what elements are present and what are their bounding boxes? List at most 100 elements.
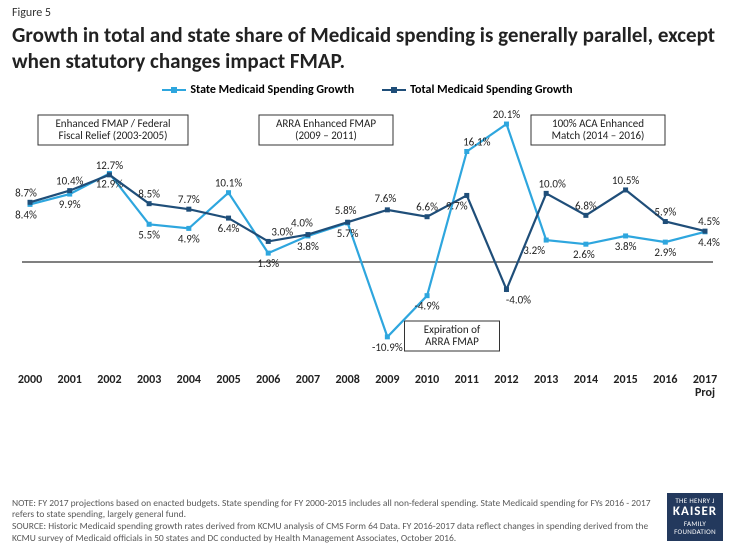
logo-line-2: KAISER (669, 505, 721, 520)
data-label-total: 8.5% (138, 187, 160, 200)
annotation-text: Fiscal Relief (2003-2005) (59, 129, 168, 142)
chart-area: Enhanced FMAP / FederalFiscal Relief (20… (12, 103, 723, 403)
marker-state (583, 241, 588, 246)
x-axis-label: 2017 (693, 373, 717, 387)
marker-state (226, 190, 231, 195)
x-axis-label: 2003 (137, 373, 161, 387)
x-axis-label: 2006 (256, 373, 280, 387)
data-label-state: 9.9% (59, 198, 81, 211)
marker-total (544, 190, 549, 195)
data-label-state: 1.3% (257, 257, 279, 270)
x-axis-label: 2008 (335, 373, 359, 387)
marker-total (107, 172, 112, 177)
marker-total (504, 286, 509, 291)
data-label-state: 3.2% (523, 244, 545, 257)
data-label-state: 2.9% (654, 246, 676, 259)
marker-total (67, 188, 72, 193)
marker-state (425, 293, 430, 298)
data-label-total: 10.4% (56, 174, 84, 187)
marker-total (623, 187, 628, 192)
logo-line-4: FOUNDATION (669, 528, 721, 536)
marker-state (504, 121, 509, 126)
marker-state (186, 225, 191, 230)
data-label-state: 8.4% (15, 208, 37, 221)
data-label-total: 9.7% (446, 199, 468, 212)
series-line-state (30, 124, 705, 337)
x-axis-label: 2005 (216, 373, 240, 387)
marker-state (147, 221, 152, 226)
legend-label-state: State Medicaid Spending Growth (190, 83, 354, 97)
legend-swatch-state (162, 89, 186, 91)
data-label-state: 10.1% (215, 176, 243, 189)
marker-total (147, 201, 152, 206)
data-label-state: 5.7% (337, 226, 359, 239)
footer-notes: NOTE: FY 2017 projections based on enact… (12, 498, 655, 546)
data-label-state: -10.9% (372, 340, 403, 353)
marker-total (345, 219, 350, 224)
data-label-state: 20.1% (493, 108, 521, 121)
marker-total (464, 192, 469, 197)
x-axis-label: 2015 (613, 373, 637, 387)
data-label-total: 6.4% (218, 222, 240, 235)
marker-state (544, 237, 549, 242)
x-axis-label: 2000 (18, 373, 42, 387)
data-label-total: 4.5% (698, 215, 720, 228)
x-axis-label: 2007 (296, 373, 320, 387)
marker-total (703, 228, 708, 233)
chart-title: Growth in total and state share of Medic… (0, 20, 735, 79)
marker-total (425, 214, 430, 219)
data-label-state: 3.8% (297, 239, 319, 252)
marker-state (385, 334, 390, 339)
data-label-state: 4.9% (178, 232, 200, 245)
series-line-total (30, 174, 705, 289)
data-label-total: 5.9% (654, 205, 676, 218)
data-label-total: 3.0% (271, 225, 293, 238)
annotation-text: ARRA FMAP (425, 335, 479, 348)
x-axis-label: 2013 (534, 373, 558, 387)
legend-swatch-total (382, 89, 406, 91)
marker-total (226, 215, 231, 220)
data-label-total: 7.7% (178, 193, 200, 206)
x-axis-label: 2014 (574, 373, 598, 387)
data-label-total: 4.0% (291, 216, 313, 229)
data-label-state: 5.5% (138, 228, 160, 241)
data-label-total: 5.8% (335, 204, 357, 217)
legend: State Medicaid Spending Growth Total Med… (0, 79, 735, 103)
data-label-total: -4.0% (506, 293, 531, 306)
data-label-total: 8.7% (15, 186, 37, 199)
marker-state (464, 149, 469, 154)
x-axis-label: 2009 (375, 373, 399, 387)
annotation-text: Match (2014 – 2016) (552, 129, 645, 142)
x-axis-label: 2001 (58, 373, 82, 387)
legend-label-total: Total Medicaid Spending Growth (410, 83, 572, 97)
data-label-state: 4.4% (698, 235, 720, 248)
marker-total (266, 238, 271, 243)
data-label-total: 7.6% (374, 191, 396, 204)
marker-state (623, 233, 628, 238)
data-label-total: 6.6% (416, 200, 438, 213)
marker-total (663, 219, 668, 224)
data-label-total: 10.5% (612, 173, 640, 186)
line-chart: Enhanced FMAP / FederalFiscal Relief (20… (12, 103, 723, 403)
legend-item-state: State Medicaid Spending Growth (162, 83, 354, 97)
kff-logo: THE HENRY J KAISER FAMILY FOUNDATION (667, 493, 723, 541)
marker-total (186, 206, 191, 211)
x-axis-label: Proj (695, 386, 715, 400)
x-axis-label: 2012 (494, 373, 518, 387)
marker-total (385, 207, 390, 212)
figure-label: Figure 5 (0, 0, 735, 20)
marker-state (266, 250, 271, 255)
data-label-state: -4.9% (414, 299, 439, 312)
marker-total (583, 212, 588, 217)
data-label-state: 2.6% (573, 248, 595, 261)
x-axis-label: 2010 (415, 373, 439, 387)
data-label-total: 12.7% (96, 158, 124, 171)
marker-total (305, 232, 310, 237)
x-axis-label: 2004 (177, 373, 201, 387)
data-label-total: 6.8% (575, 199, 597, 212)
data-label-state: 16.1% (463, 135, 491, 148)
x-axis-label: 2011 (455, 373, 479, 387)
source-text: SOURCE: Historic Medicaid spending growt… (12, 521, 655, 545)
x-axis-label: 2016 (653, 373, 677, 387)
marker-total (28, 199, 33, 204)
